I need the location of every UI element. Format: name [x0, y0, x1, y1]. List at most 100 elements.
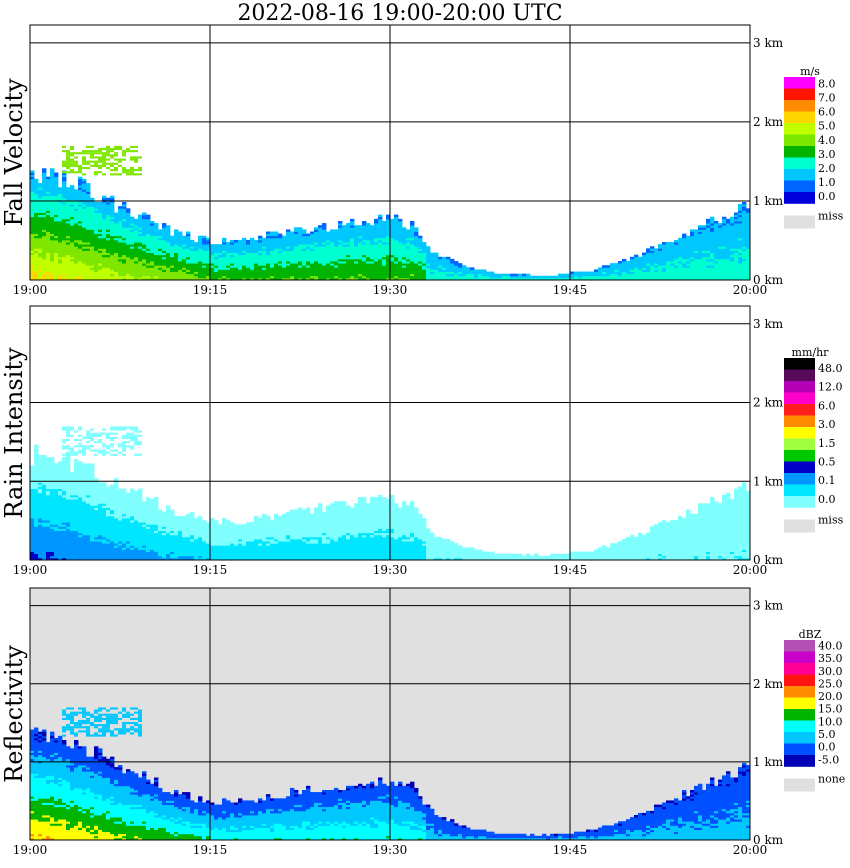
- echo-cell: [346, 233, 351, 237]
- echo-cell: [626, 271, 631, 275]
- echo-cell: [690, 275, 695, 279]
- echo-cell: [66, 263, 71, 266]
- echo-cell: [74, 511, 79, 515]
- echo-cell: [362, 239, 367, 243]
- echo-cell: [142, 229, 147, 232]
- echo-cell: [466, 277, 471, 281]
- echo-cell: [30, 258, 35, 262]
- echo-cell: [542, 277, 547, 281]
- echo-cell: [74, 160, 78, 163]
- echo-cell: [174, 261, 179, 264]
- echo-cell: [82, 261, 87, 264]
- echo-cell: [278, 248, 283, 251]
- echo-cell: [662, 246, 667, 249]
- echo-cell: [50, 189, 55, 192]
- echo-cell: [630, 258, 635, 262]
- echo-cell: [50, 557, 55, 561]
- echo-cell: [162, 258, 167, 262]
- legend-swatch: [784, 77, 815, 89]
- echo-cell: [70, 543, 75, 546]
- echo-cell: [622, 263, 627, 266]
- echo-cell: [78, 482, 83, 485]
- echo-cell: [38, 239, 43, 243]
- echo-cell: [74, 233, 79, 237]
- echo-cell: [90, 557, 95, 561]
- echo-cell: [110, 244, 115, 247]
- echo-cell: [78, 258, 83, 262]
- echo-cell: [38, 520, 43, 523]
- echo-cell: [34, 210, 39, 213]
- echo-cell: [102, 195, 107, 199]
- echo-cell: [366, 248, 371, 251]
- echo-cell: [50, 534, 55, 538]
- echo-cell: [34, 218, 39, 222]
- echo-cell: [86, 271, 91, 275]
- echo-cell: [58, 267, 63, 270]
- echo-cell: [674, 273, 679, 277]
- echo-cell: [94, 499, 99, 502]
- echo-cell: [58, 216, 63, 220]
- echo-cell: [70, 524, 75, 527]
- echo-cell: [362, 227, 367, 230]
- echo-cell: [86, 191, 91, 194]
- echo-cell: [62, 197, 67, 201]
- echo-cell: [122, 233, 127, 237]
- echo-cell: [142, 267, 147, 270]
- echo-cell: [274, 273, 279, 277]
- echo-cell: [82, 214, 87, 218]
- echo-cell: [46, 469, 51, 473]
- echo-cell: [98, 482, 103, 485]
- echo-cell: [230, 250, 235, 253]
- echo-cell: [346, 248, 351, 251]
- echo-cell: [182, 277, 187, 281]
- echo-cell: [410, 273, 415, 277]
- echo-cell: [294, 235, 299, 239]
- echo-cell: [718, 267, 723, 270]
- echo-cell: [90, 263, 95, 266]
- echo-cell: [422, 269, 427, 272]
- echo-cell: [378, 246, 383, 249]
- echo-cell: [374, 244, 379, 247]
- echo-cell: [90, 536, 95, 540]
- echo-cell: [122, 154, 126, 157]
- echo-cell: [62, 465, 67, 469]
- echo-cell: [62, 511, 67, 515]
- echo-cell: [46, 180, 51, 184]
- echo-cell: [274, 265, 279, 268]
- echo-cell: [226, 254, 231, 258]
- echo-cell: [54, 484, 59, 487]
- echo-cell: [82, 549, 87, 552]
- echo-cell: [706, 239, 711, 243]
- echo-cell: [34, 242, 39, 245]
- echo-cell: [66, 515, 71, 519]
- echo-cell: [594, 275, 599, 279]
- echo-cell: [142, 233, 147, 237]
- echo-cell: [50, 459, 55, 462]
- echo-cell: [30, 189, 35, 192]
- echo-cell: [58, 235, 63, 239]
- echo-cell: [658, 275, 663, 279]
- echo-cell: [66, 482, 71, 485]
- echo-cell: [42, 536, 47, 540]
- echo-cell: [666, 269, 671, 272]
- echo-cell: [646, 271, 651, 275]
- echo-cell: [262, 265, 267, 268]
- echo-cell: [50, 269, 55, 272]
- echo-cell: [90, 258, 95, 262]
- echo-cell: [58, 206, 63, 209]
- echo-cell: [98, 250, 103, 253]
- echo-cell: [718, 242, 723, 245]
- echo-cell: [342, 265, 347, 268]
- echo-cell: [394, 223, 399, 226]
- echo-cell: [102, 233, 107, 237]
- echo-cell: [678, 258, 683, 262]
- echo-cell: [54, 488, 59, 492]
- echo-cell: [90, 220, 95, 224]
- echo-cell: [198, 267, 203, 270]
- echo-cell: [134, 263, 139, 266]
- echo-cell: [50, 532, 55, 536]
- echo-cell: [82, 557, 87, 561]
- echo-cell: [74, 469, 79, 473]
- echo-cell: [46, 471, 51, 475]
- echo-cell: [86, 530, 91, 534]
